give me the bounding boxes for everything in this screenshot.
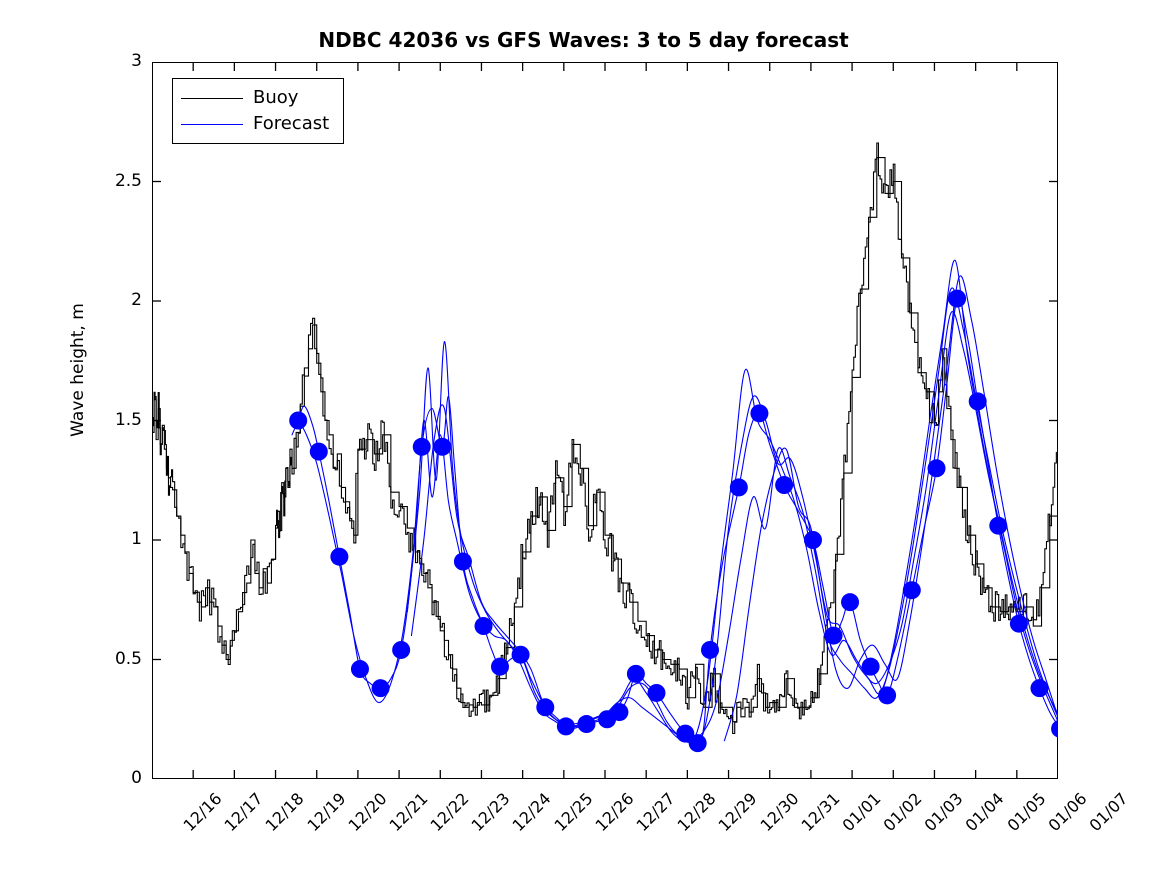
x-tick-label: 12/21 xyxy=(385,789,432,836)
forecast-marker xyxy=(750,404,769,423)
forecast-marker xyxy=(412,437,431,456)
forecast-marker xyxy=(676,724,695,743)
forecast-marker xyxy=(688,734,707,753)
x-tick-label: 12/22 xyxy=(426,789,473,836)
forecast-marker xyxy=(1030,679,1049,698)
forecast-marker xyxy=(330,547,349,566)
forecast-marker xyxy=(536,698,555,717)
forecast-marker xyxy=(902,581,921,600)
x-tick-label: 12/27 xyxy=(632,789,679,836)
x-tick-label: 12/24 xyxy=(508,789,555,836)
x-tick-label: 12/16 xyxy=(179,789,226,836)
x-tick-label: 01/07 xyxy=(1085,789,1132,836)
forecast-marker xyxy=(309,442,328,461)
forecast-markers xyxy=(289,289,1058,753)
plot-area xyxy=(152,62,1058,779)
x-tick-label: 12/20 xyxy=(344,789,391,836)
forecast-marker xyxy=(289,411,308,430)
x-tick-label: 12/29 xyxy=(714,789,761,836)
forecast-marker xyxy=(490,657,509,676)
forecast-marker xyxy=(610,703,629,722)
forecast-marker xyxy=(989,516,1008,535)
legend-swatch-buoy xyxy=(181,97,243,99)
x-tick-label: 01/01 xyxy=(838,789,885,836)
x-tick-label: 01/03 xyxy=(920,789,967,836)
legend: Buoy Forecast xyxy=(172,78,345,144)
forecast-marker xyxy=(948,289,967,308)
x-tick-label: 01/05 xyxy=(1003,789,1050,836)
forecast-marker xyxy=(775,476,794,495)
forecast-marker xyxy=(474,617,493,636)
y-axis-title: Wave height, m xyxy=(68,303,88,437)
forecast-marker xyxy=(511,645,530,664)
page-title: NDBC 42036 vs GFS Waves: 3 to 5 day fore… xyxy=(318,28,849,52)
forecast-marker xyxy=(803,531,822,549)
x-tick-label: 12/30 xyxy=(756,789,803,836)
forecast-marker xyxy=(577,715,596,734)
forecast-marker xyxy=(701,640,720,659)
x-tick-label: 12/18 xyxy=(261,789,308,836)
forecast-marker xyxy=(927,459,946,478)
x-tick-label: 12/25 xyxy=(550,789,597,836)
forecast-marker xyxy=(453,552,472,571)
forecast-marker xyxy=(861,657,880,676)
axis-ticks-group xyxy=(152,62,1058,779)
x-tick-label: 01/04 xyxy=(961,789,1008,836)
forecast-marker xyxy=(371,679,390,698)
forecast-marker xyxy=(433,437,452,456)
legend-label-buoy: Buoy xyxy=(253,87,299,108)
x-tick-label: 01/06 xyxy=(1044,789,1091,836)
forecast-marker xyxy=(350,660,369,679)
legend-swatch-forecast xyxy=(181,123,243,125)
series-buoy xyxy=(152,142,1058,735)
forecast-marker xyxy=(626,664,645,683)
x-tick-label: 12/28 xyxy=(673,789,720,836)
x-tick-label: 12/23 xyxy=(467,789,514,836)
forecast-marker xyxy=(729,478,748,497)
legend-item-forecast: Forecast xyxy=(181,111,329,137)
x-tick-label: 01/02 xyxy=(879,789,926,836)
legend-label-forecast: Forecast xyxy=(253,113,330,134)
legend-item-buoy: Buoy xyxy=(181,85,329,111)
x-tick-label: 12/31 xyxy=(797,789,844,836)
forecast-marker xyxy=(392,640,411,659)
forecast-marker xyxy=(824,626,843,645)
x-tick-label: 12/17 xyxy=(220,789,267,836)
x-tick-label: 12/19 xyxy=(303,789,350,836)
series-forecast xyxy=(291,259,1058,744)
forecast-marker xyxy=(1051,720,1058,738)
forecast-marker xyxy=(647,683,666,702)
forecast-marker xyxy=(841,593,860,612)
forecast-marker xyxy=(1009,614,1028,633)
forecast-marker xyxy=(878,686,897,705)
forecast-marker xyxy=(556,717,575,736)
forecast-marker xyxy=(968,392,987,411)
x-tick-label: 12/26 xyxy=(591,789,638,836)
